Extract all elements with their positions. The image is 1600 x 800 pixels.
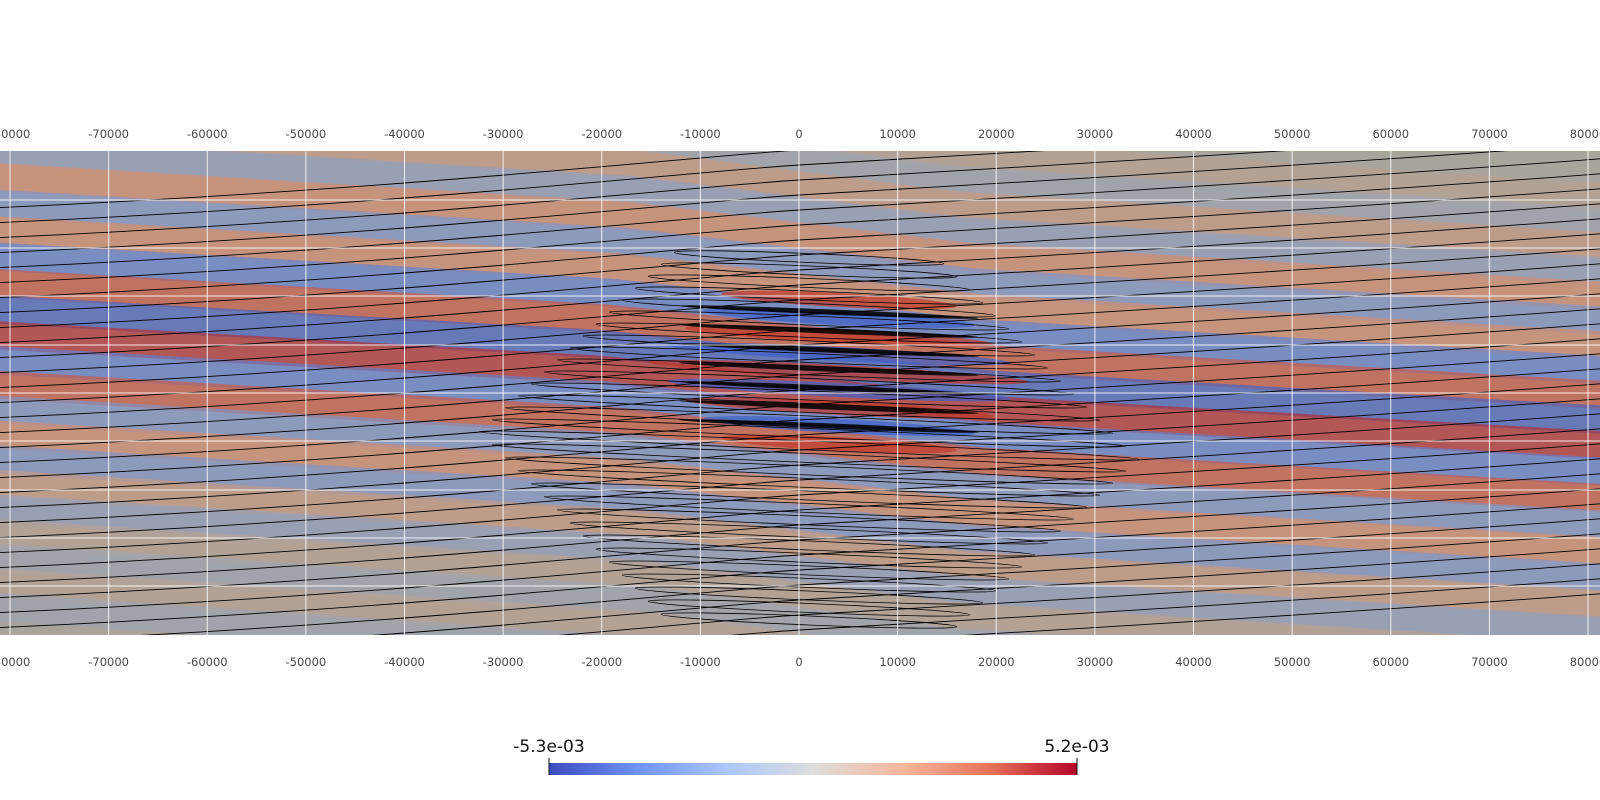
positive-band (0, 470, 1600, 619)
x-tick-label-top: 30000 (1077, 127, 1114, 141)
x-tick-label-top: -50000 (286, 127, 327, 141)
x-tick-label-top: -60000 (187, 127, 228, 141)
positive-band (0, 568, 817, 635)
x-tick-label-bottom: 60000 (1372, 655, 1409, 669)
grid-lines (0, 151, 1600, 635)
x-tick-label-top: 60000 (1372, 127, 1409, 141)
positive-band (0, 519, 1474, 635)
positive-band (0, 420, 1600, 565)
contour-loop (569, 346, 1049, 370)
x-tick-label-bottom: -30000 (483, 655, 524, 669)
x-tick-label-bottom: -40000 (384, 655, 425, 669)
contour-line (0, 151, 791, 208)
x-tick-label-top: 20000 (978, 127, 1015, 141)
x-tick-label-top: -40000 (384, 127, 425, 141)
x-tick-label-bottom: -60000 (187, 655, 228, 669)
x-tick-label-top: -20000 (581, 127, 622, 141)
contour-loop (543, 495, 1075, 521)
contour-loop (582, 534, 1036, 557)
x-tick-label-bottom: -10000 (680, 655, 721, 669)
x-tick-label-top: 50000 (1274, 127, 1311, 141)
contour-line (962, 593, 1600, 635)
negative-band (0, 494, 1600, 635)
contour-loop (556, 508, 1062, 533)
contour-dense-core (679, 305, 979, 319)
contour-dense-core (679, 362, 979, 376)
contour-loop (595, 547, 1023, 569)
negative-core (703, 308, 975, 328)
positive-band (202, 151, 1600, 261)
contour-dense-core (679, 419, 979, 433)
x-tick-label-bottom: 10000 (879, 655, 916, 669)
contour-loop (608, 560, 1010, 581)
colorbar: -5.3e-03 5.2e-03 (513, 737, 1110, 775)
negative-band (0, 445, 1600, 592)
x-tick-label-top: 40000 (1175, 127, 1212, 141)
contour-loop (608, 310, 1010, 331)
contour-loop (504, 456, 1114, 485)
positive-band (0, 216, 1600, 360)
negative-band (613, 151, 1600, 236)
x-tick-label-bottom: -20000 (581, 655, 622, 669)
x-tick-label-top: -70000 (88, 127, 129, 141)
contour-loop (517, 394, 1101, 422)
x-tick-label-top: 10000 (879, 127, 916, 141)
x-tick-label-bottom: 20000 (978, 655, 1015, 669)
x-tick-label-top: -10000 (680, 127, 721, 141)
x-tick-label-bottom: 0 (795, 655, 802, 669)
contour-loop (634, 286, 984, 305)
x-tick-label-bottom: 40000 (1175, 655, 1212, 669)
contour-loop (491, 418, 1127, 448)
negative-band (0, 395, 1600, 539)
x-tick-label-bottom: 30000 (1077, 655, 1114, 669)
contour-dense-core (679, 400, 979, 414)
contour-loop (647, 274, 971, 292)
x-tick-label-top: -30000 (483, 127, 524, 141)
x-tick-label-top: 70000 (1471, 127, 1508, 141)
x-tick-label-top: 0 (795, 127, 802, 141)
x-tick-label-bottom: -50000 (286, 655, 327, 669)
x-tick-label-bottom: -70000 (88, 655, 129, 669)
contour-loop (530, 382, 1088, 409)
contour-dense-core (679, 381, 979, 395)
contour-loop (530, 482, 1088, 509)
contour-loop (660, 262, 958, 279)
contour-loop (660, 612, 958, 629)
contour-dense-core (679, 324, 979, 338)
x-tick-label-bottom: 50000 (1274, 655, 1311, 669)
colorbar-min-label: -5.3e-03 (513, 737, 584, 757)
contour-loop (634, 586, 984, 605)
negative-band (0, 151, 1600, 286)
negative-band (0, 593, 623, 635)
contour-dense-core (679, 343, 979, 357)
colorbar-max-label: 5.2e-03 (1044, 737, 1109, 757)
contour-loop (517, 469, 1101, 497)
colorbar-gradient (549, 763, 1077, 775)
contour-loop (647, 599, 971, 617)
x-tick-label-bottom: 70000 (1471, 655, 1508, 669)
contour-loop (673, 250, 945, 266)
contour-loop (569, 521, 1049, 545)
contour-loop (491, 443, 1127, 473)
